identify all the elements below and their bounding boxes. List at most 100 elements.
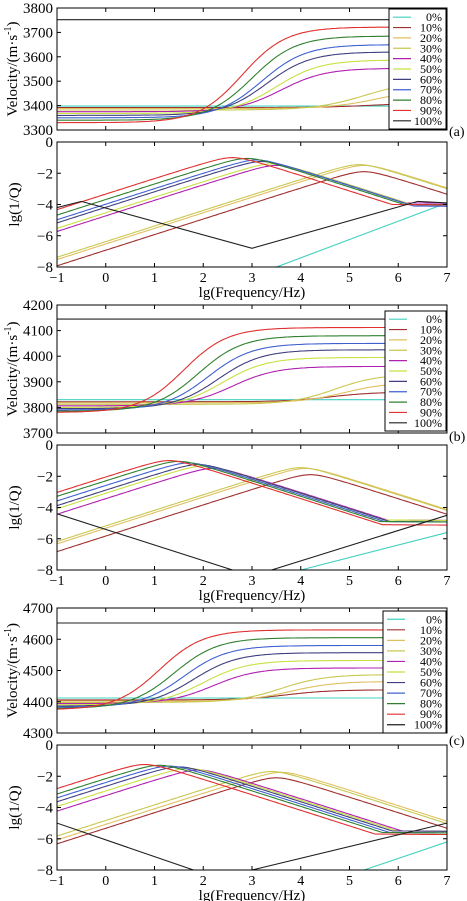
legend-label: 50% — [420, 665, 442, 679]
series-line-0pct — [276, 202, 447, 267]
x-tick-label: 0 — [102, 271, 109, 286]
y-tick-label: 3800 — [23, 1, 53, 17]
series-line-70pct — [57, 765, 447, 834]
series-line-20pct — [57, 467, 447, 545]
plot-area — [57, 157, 447, 267]
series-line-80pct — [57, 460, 447, 523]
legend-label: 90% — [420, 707, 442, 721]
plot-area — [57, 622, 447, 710]
series-line-90pct — [57, 763, 447, 836]
y-tick-label: 4400 — [23, 695, 53, 711]
series-line-10pct — [57, 391, 447, 403]
x-tick-label: 7 — [444, 271, 451, 286]
legend-label: 80% — [420, 697, 442, 711]
series-line-70pct — [57, 644, 447, 708]
y-tick-label: −8 — [37, 863, 53, 879]
y-tick-label: 3300 — [23, 123, 53, 139]
y-tick-label: −8 — [37, 260, 53, 276]
series-line-40pct — [57, 769, 447, 832]
legend: 0%10%20%30%40%50%60%70%80%90%100% — [382, 610, 447, 734]
series-line-40pct — [57, 467, 447, 521]
x-tick-label: 3 — [249, 271, 256, 286]
legend-label: 60% — [420, 676, 442, 690]
legend-label: 30% — [420, 41, 442, 55]
series-line-80pct — [57, 637, 447, 709]
chart-b-attenuation: −8 −6 −4 −2 0 −1 0 1 2 3 4 5 6 7 lg(1/Q) lg(Frequency/H… — [7, 438, 451, 604]
panel-label: (c) — [449, 734, 465, 749]
x-tick-label: 3 — [249, 874, 256, 889]
axes-frame — [56, 444, 448, 571]
series-line-0pct — [363, 841, 447, 870]
y-tick-label: 3500 — [23, 74, 53, 90]
series-line-40pct — [57, 365, 447, 407]
x-tick-label: 1 — [151, 271, 158, 286]
legend-box — [382, 610, 447, 734]
series-line-90pct — [57, 26, 447, 124]
series-line-0pct — [300, 531, 447, 570]
x-tick-label: 4 — [297, 874, 304, 889]
series-line-90pct — [57, 157, 447, 211]
y-tick-label: 0 — [46, 135, 54, 151]
x-tick-label: 1 — [151, 874, 158, 889]
y-tick-label: −6 — [37, 532, 53, 548]
legend-label: 40% — [420, 354, 442, 368]
x-axis-label: lg(Frequency/Hz) — [199, 888, 306, 901]
series-line-80pct — [57, 764, 447, 834]
x-tick-label: 7 — [444, 874, 451, 889]
legend-label: 20% — [420, 333, 442, 347]
series-line-100pct — [57, 200, 447, 249]
series-line-80pct — [57, 35, 447, 121]
y-tick-label: 4100 — [23, 324, 53, 340]
y-tick-label: 3900 — [23, 375, 53, 391]
legend-label: 10% — [420, 623, 442, 637]
series-line-100pct — [57, 822, 447, 870]
x-tick-label: 1 — [151, 574, 158, 589]
series-line-20pct — [57, 89, 447, 110]
series-line-100pct — [57, 513, 447, 570]
legend-label: 50% — [420, 62, 442, 76]
legend-label: 30% — [420, 644, 442, 658]
y-tick-label: −2 — [37, 769, 53, 785]
x-tick-label: 6 — [395, 574, 402, 589]
legend-label: 100% — [414, 718, 442, 732]
plot-area — [57, 460, 447, 570]
x-tick-label: 5 — [346, 874, 353, 889]
y-axis-label: Velocity/(m·s-1) — [3, 623, 21, 718]
plot-area — [57, 318, 447, 413]
x-tick-label: 6 — [395, 271, 402, 286]
x-tick-label: −1 — [50, 574, 65, 589]
legend-label: 70% — [420, 686, 442, 700]
y-tick-label: −6 — [37, 832, 53, 848]
series-line-10pct — [57, 474, 447, 553]
legend-label: 20% — [420, 633, 442, 647]
legend-label: 90% — [420, 405, 442, 419]
series-line-60pct — [57, 51, 447, 116]
y-axis-label: lg(1/Q) — [7, 182, 23, 226]
legend-label: 40% — [420, 654, 442, 668]
legend-label: 100% — [414, 114, 442, 128]
chart-a-attenuation: −8 −6 −4 −2 0 −1 0 1 2 3 4 5 6 7 lg(1/Q) lg(Frequency/H… — [7, 135, 451, 301]
y-axis-label: Velocity/(m·s-1) — [3, 22, 21, 117]
y-tick-label: −8 — [37, 563, 53, 579]
y-tick-label: 0 — [46, 738, 54, 754]
y-tick-label: −6 — [37, 229, 53, 245]
legend: 0%10%20%30%40%50%60%70%80%90%100% — [388, 8, 447, 130]
series-line-70pct — [57, 44, 447, 119]
x-tick-label: 2 — [200, 874, 207, 889]
y-axis-label: lg(1/Q) — [7, 485, 23, 529]
series-line-10pct — [57, 171, 447, 267]
y-tick-label: 3800 — [23, 400, 53, 416]
series-line-90pct — [57, 326, 447, 413]
x-tick-label: 3 — [249, 574, 256, 589]
x-axis-label: lg(Frequency/Hz) — [199, 285, 306, 301]
plot-area — [57, 19, 447, 124]
legend-label: 0% — [426, 312, 442, 326]
x-tick-label: 7 — [444, 574, 451, 589]
series-line-80pct — [57, 157, 447, 216]
y-tick-label: 4700 — [23, 601, 53, 617]
series-line-50pct — [57, 767, 447, 832]
x-tick-label: −1 — [50, 874, 65, 889]
series-line-60pct — [57, 766, 447, 832]
y-tick-label: 4000 — [23, 349, 53, 365]
